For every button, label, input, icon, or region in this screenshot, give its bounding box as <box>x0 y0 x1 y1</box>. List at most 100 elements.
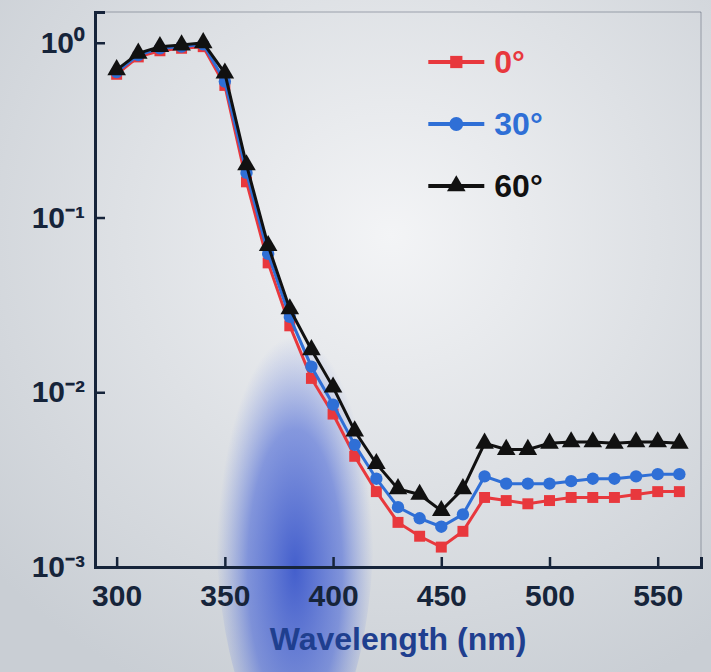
marker <box>522 477 534 489</box>
marker <box>327 398 339 410</box>
y-tick-mark <box>95 42 105 45</box>
marker <box>605 433 624 449</box>
y-tick-mark <box>95 566 105 569</box>
x-tick-label: 450 <box>417 579 467 612</box>
x-tick-mark <box>441 557 444 567</box>
marker <box>501 495 512 506</box>
x-tick: 350 <box>200 557 250 612</box>
chart: 300 350 400 450 500 550 10⁻³ 10⁻² 10⁻¹ 10⁰ 0° 30° 60… <box>0 0 711 672</box>
marker <box>631 489 642 500</box>
marker <box>478 470 490 482</box>
marker <box>583 431 602 447</box>
x-tick: 300 <box>92 557 142 612</box>
marker <box>522 498 533 509</box>
y-tick-label: 10⁻¹ <box>32 201 85 234</box>
marker <box>652 486 663 497</box>
marker <box>259 235 278 251</box>
legend: 0° 30° 60° <box>428 44 542 204</box>
marker <box>237 154 256 170</box>
marker <box>544 495 555 506</box>
marker <box>519 439 538 455</box>
x-tick-label: 300 <box>92 579 142 612</box>
y-tick-label: 10⁰ <box>41 26 85 59</box>
legend-item: 30° <box>428 106 542 142</box>
legend-label: 0° <box>494 44 525 80</box>
marker <box>608 473 620 485</box>
marker <box>151 36 170 52</box>
x-tick-label: 350 <box>200 579 250 612</box>
frame <box>95 12 701 13</box>
x-tick-mark <box>657 557 660 567</box>
x-axis-title: Wavelength (nm) <box>270 621 527 657</box>
marker <box>587 492 598 503</box>
y-tick: 10⁰ <box>41 26 105 59</box>
axis-line <box>96 13 106 568</box>
marker <box>194 32 213 48</box>
marker <box>627 431 646 447</box>
marker <box>648 431 667 447</box>
marker <box>302 339 321 355</box>
glow <box>216 290 374 672</box>
plot: 300 350 400 450 500 550 10⁻³ 10⁻² 10⁻¹ 10⁰ 0° 30° 60… <box>32 12 702 672</box>
marker <box>392 501 404 513</box>
y-tick-mark <box>95 217 105 220</box>
marker <box>674 486 685 497</box>
x-tick-mark <box>116 557 119 567</box>
marker <box>670 433 689 449</box>
marker <box>673 468 685 480</box>
marker <box>475 433 494 449</box>
x-tick: 550 <box>633 557 683 612</box>
marker <box>609 492 620 503</box>
legend-item: 0° <box>428 44 525 80</box>
marker <box>457 508 469 520</box>
marker <box>565 475 577 487</box>
marker <box>562 431 581 447</box>
marker <box>652 468 664 480</box>
marker <box>370 473 382 485</box>
marker <box>413 512 425 524</box>
marker <box>349 439 361 451</box>
y-tick: 10⁻³ <box>32 550 105 583</box>
x-tick-label: 500 <box>525 579 575 612</box>
marker <box>305 361 317 373</box>
marker <box>566 492 577 503</box>
marker <box>543 477 555 489</box>
marker <box>479 492 490 503</box>
marker <box>129 43 148 59</box>
series-line <box>117 43 680 511</box>
legend-marker <box>450 56 462 68</box>
y-tick-mark <box>95 392 105 395</box>
marker <box>414 531 425 542</box>
marker <box>172 34 191 50</box>
x-tick: 400 <box>309 557 359 612</box>
frame <box>701 12 702 567</box>
marker <box>345 420 364 436</box>
marker <box>216 62 235 78</box>
x-tick: 500 <box>525 557 575 612</box>
x-tick-label: 400 <box>309 579 359 612</box>
legend-item: 60° <box>428 168 542 204</box>
marker <box>436 542 447 553</box>
y-tick-label: 10⁻² <box>32 375 85 408</box>
marker <box>457 526 468 537</box>
x-tick: 450 <box>417 557 467 612</box>
marker <box>107 59 126 75</box>
marker <box>432 500 451 516</box>
y-tick: 10⁻¹ <box>32 201 105 234</box>
marker <box>389 478 408 494</box>
marker <box>454 478 473 494</box>
legend-marker <box>447 175 466 191</box>
marker <box>497 439 516 455</box>
marker <box>324 376 343 392</box>
x-tick-mark <box>224 557 227 567</box>
marker <box>410 484 429 500</box>
legend-label: 30° <box>494 106 542 142</box>
legend-marker <box>449 117 463 131</box>
series-line <box>117 47 680 547</box>
marker <box>367 453 386 469</box>
marker <box>371 486 382 497</box>
series-line <box>117 44 680 526</box>
marker <box>540 433 559 449</box>
marker <box>500 477 512 489</box>
legend-label: 60° <box>494 168 542 204</box>
